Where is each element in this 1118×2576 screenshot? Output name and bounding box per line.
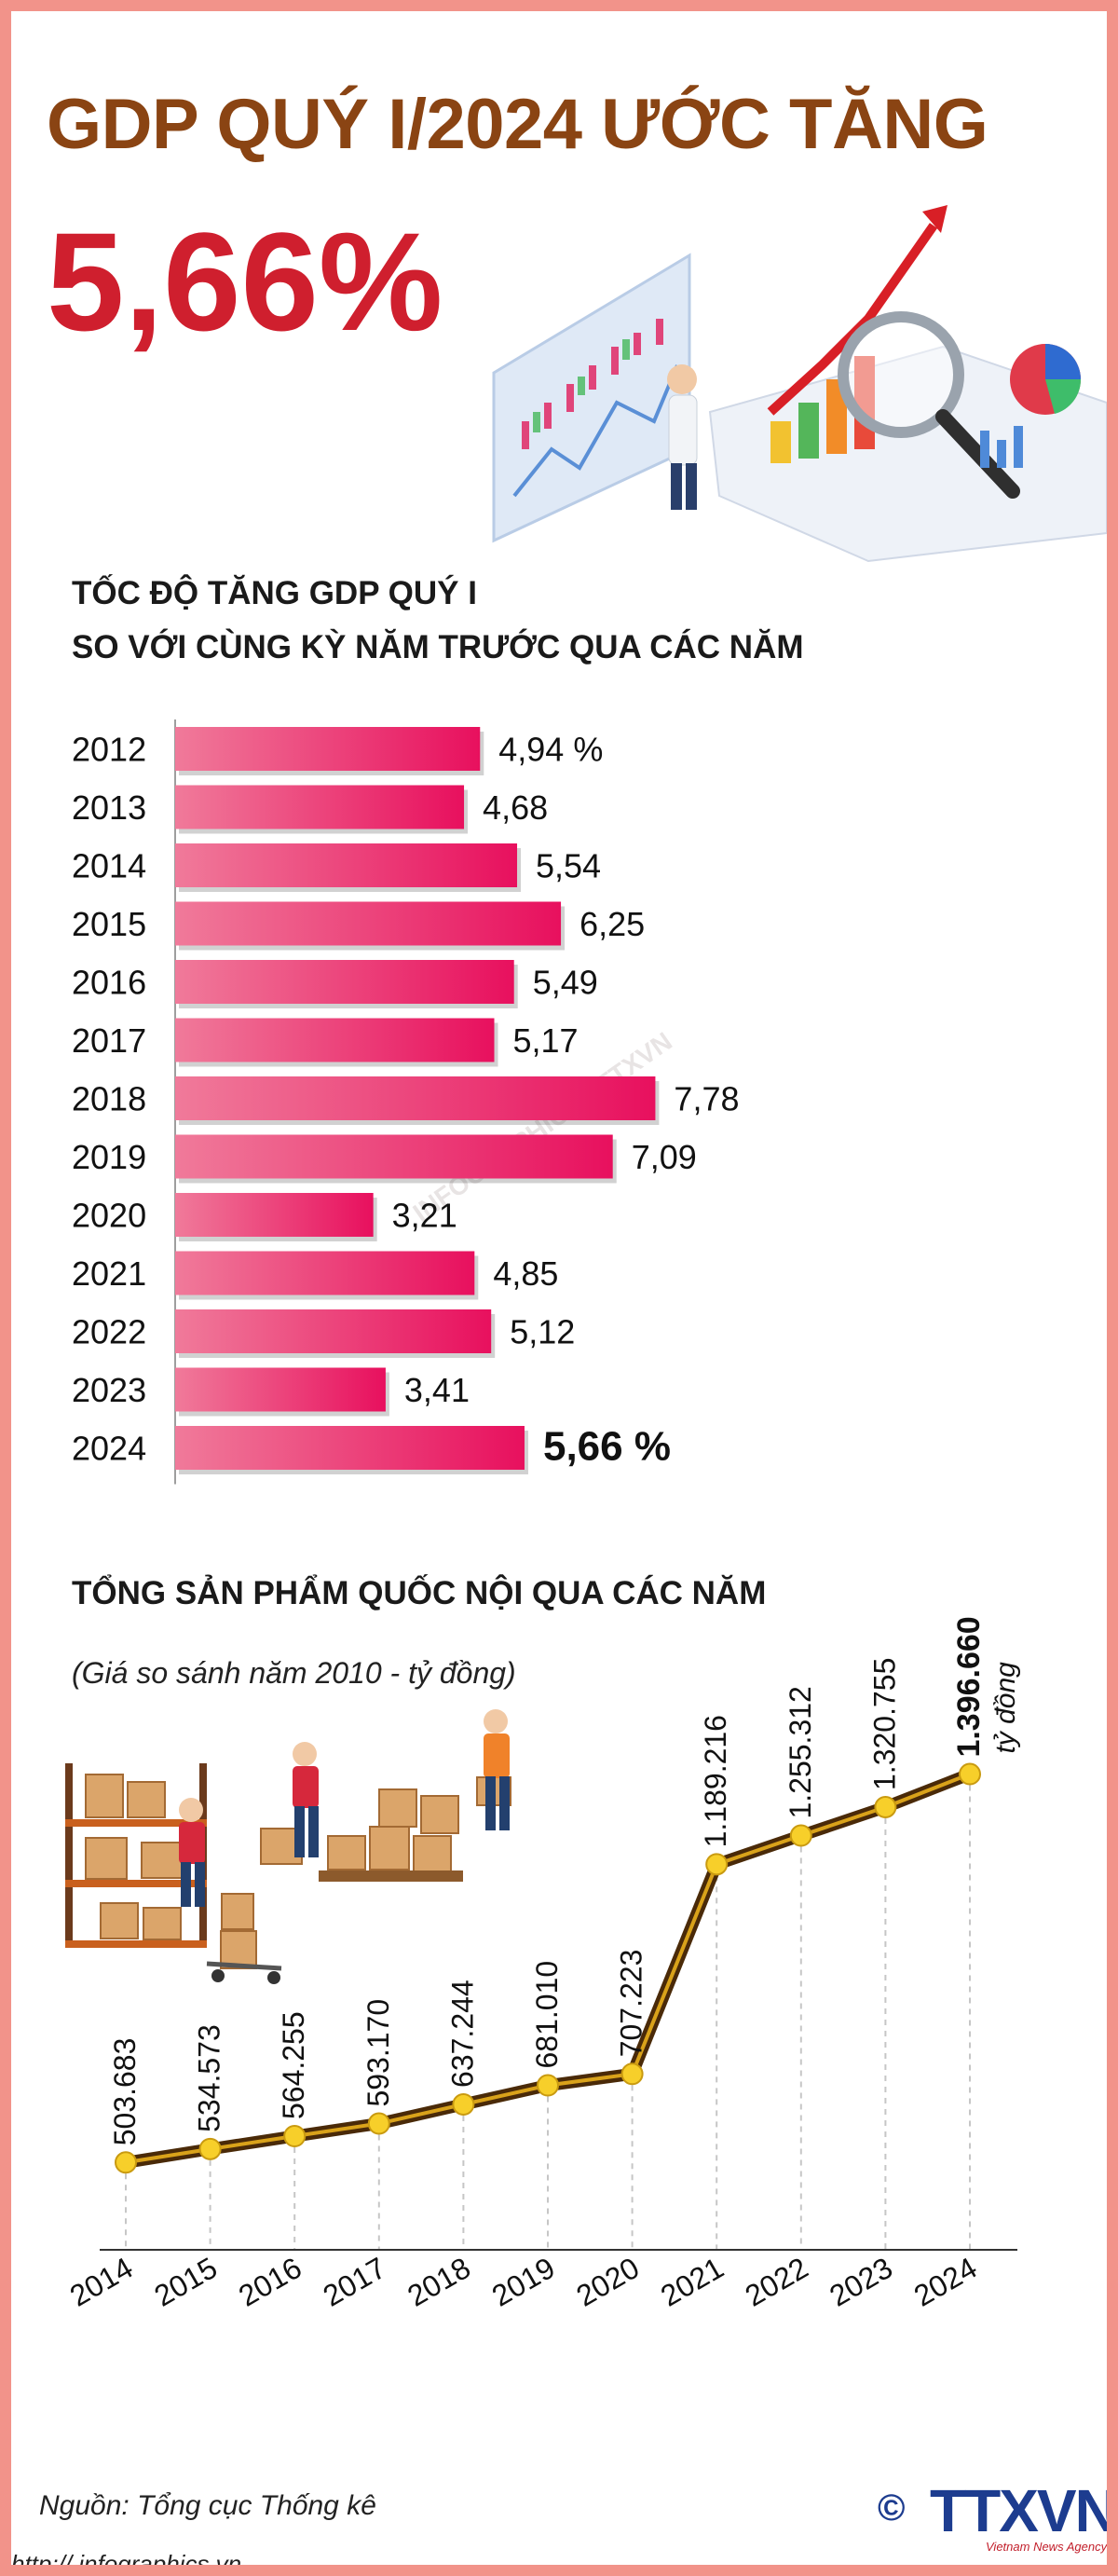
bar-value-label: 3,21 [392,1197,457,1235]
bar-category-label: 2016 [72,964,146,1002]
gdp-point-2024 [959,1762,981,1786]
infographic-page: GDP QUÝ I/2024 ƯỚC TĂNG 5,66% [11,11,1107,2565]
bar-category-label: 2018 [72,1080,146,1118]
gdp-point-2014 [115,2151,137,2174]
decorative-illustrations: INFOGRAPHICS · TTXVN [65,205,1107,1984]
bar-value-label: 5,17 [513,1021,579,1060]
bar-category-label: 2023 [72,1371,146,1409]
gdp-value-label: 1.320.755 [867,1658,901,1790]
gdp-value-label: 1.396.660 [951,1616,987,1757]
x-tick-label: 2019 [486,2251,561,2313]
gdp-point-2016 [283,2125,307,2148]
gdp-point-2015 [198,2137,222,2160]
bar-category-label: 2012 [72,731,146,769]
bar-value-label: 4,94 % [498,731,603,769]
warehouse-illustration [65,1709,511,1984]
gdp-point-2021 [705,1853,729,1876]
gdp-value-label: 593.170 [361,1999,395,2107]
logo-text: TTXVN [930,2477,1107,2544]
bar-value-label: 4,85 [493,1254,558,1293]
x-tick-label: 2017 [318,2251,392,2313]
x-tick-label: 2021 [655,2251,729,2313]
gdp-point-2023 [874,1795,897,1818]
unit-label: tỷ đồng [990,1662,1021,1754]
stock-board-illustration [492,253,698,543]
bar-2023 [175,1367,386,1412]
gdp-value-label: 564.255 [277,2011,310,2119]
gdp-value-label: 1.255.312 [784,1686,817,1818]
gdp-value-label: 707.223 [615,1950,648,2058]
bar-value-label: 6,25 [579,905,645,943]
bar-2012 [175,727,481,771]
x-tick-label: 2014 [64,2251,139,2313]
line-chart: 503.683 2014 534.573 2015 564.255 2016 593.170… [64,1616,1021,2313]
bar-category-label: 2024 [72,1430,146,1468]
x-tick-label: 2016 [233,2251,307,2313]
bar-2018 [175,1076,656,1120]
line-chart-title: TỔNG SẢN PHẨM QUỐC NỘI QUA CÁC NĂM [72,1575,767,1611]
bar-2021 [175,1251,475,1295]
bar-2024 [175,1426,525,1470]
gdp-point-2017 [367,2112,390,2135]
bar-category-label: 2013 [72,788,146,827]
x-tick-label: 2020 [570,2251,645,2313]
bar-2016 [175,960,514,1004]
gdp-value-label: 534.573 [193,2024,226,2132]
bar-chart-title-line1: TỐC ĐỘ TĂNG GDP QUÝ I [72,575,477,611]
bar-category-label: 2020 [72,1197,146,1235]
growth-chart-illustration [708,205,1107,563]
bar-category-label: 2017 [72,1021,146,1060]
gdp-value-label: 503.683 [108,2038,142,2146]
copyright-symbol: © [878,2487,906,2528]
gdp-point-2018 [452,2092,475,2116]
bar-category-label: 2022 [72,1313,146,1351]
gdp-point-2022 [789,1824,812,1847]
website-url[interactable]: http:// infographics.vn [11,2550,242,2565]
gdp-value-label: 637.244 [445,1980,479,2088]
line-chart-subtitle: (Giá so sánh năm 2010 - tỷ đồng) [72,1656,516,1690]
ttxvn-logo: © TTXVN Vietnam News Agency [878,2476,1107,2560]
bar-value-label: 7,09 [632,1138,697,1176]
bar-category-label: 2015 [72,905,146,943]
bar-2022 [175,1309,492,1353]
bar-value-label: 5,12 [510,1313,575,1351]
source-note: Nguồn: Tổng cục Thống kê [39,2490,376,2521]
bar-2020 [175,1193,374,1237]
logo-subtext: Vietnam News Agency [986,2540,1107,2554]
bar-category-label: 2019 [72,1138,146,1176]
bar-category-label: 2014 [72,847,146,885]
page-title: GDP QUÝ I/2024 ƯỚC TĂNG [47,85,988,164]
x-tick-label: 2018 [402,2251,476,2313]
bar-chart: 2012 4,94 % 2013 4,68 2014 5,54 2015 6,25 2016 5,… [72,719,740,1485]
bar-value-label: 7,78 [674,1080,739,1118]
x-tick-label: 2022 [740,2251,814,2313]
bar-2015 [175,901,562,946]
x-tick-label: 2023 [824,2251,898,2313]
bar-2017 [175,1018,495,1062]
bar-value-label: 3,41 [404,1371,470,1409]
bar-value-label: 5,49 [533,964,598,1002]
bar-category-label: 2021 [72,1254,146,1293]
x-tick-label: 2024 [908,2251,983,2313]
bar-2019 [175,1134,613,1179]
bar-value-label: 5,54 [536,847,601,885]
bar-value-label: 5,66 % [543,1424,671,1470]
headline-value: 5,66% [47,203,443,360]
x-tick-label: 2015 [148,2251,223,2313]
gdp-point-2020 [620,2062,644,2086]
gdp-point-2019 [537,2074,559,2097]
bar-value-label: 4,68 [483,788,548,827]
gdp-value-label: 1.189.216 [699,1715,732,1847]
bar-chart-title-line2: SO VỚI CÙNG KỲ NĂM TRƯỚC QUA CÁC NĂM [72,629,804,665]
bar-2014 [175,843,518,887]
bar-2013 [175,785,465,829]
gdp-value-label: 681.010 [530,1961,564,2069]
